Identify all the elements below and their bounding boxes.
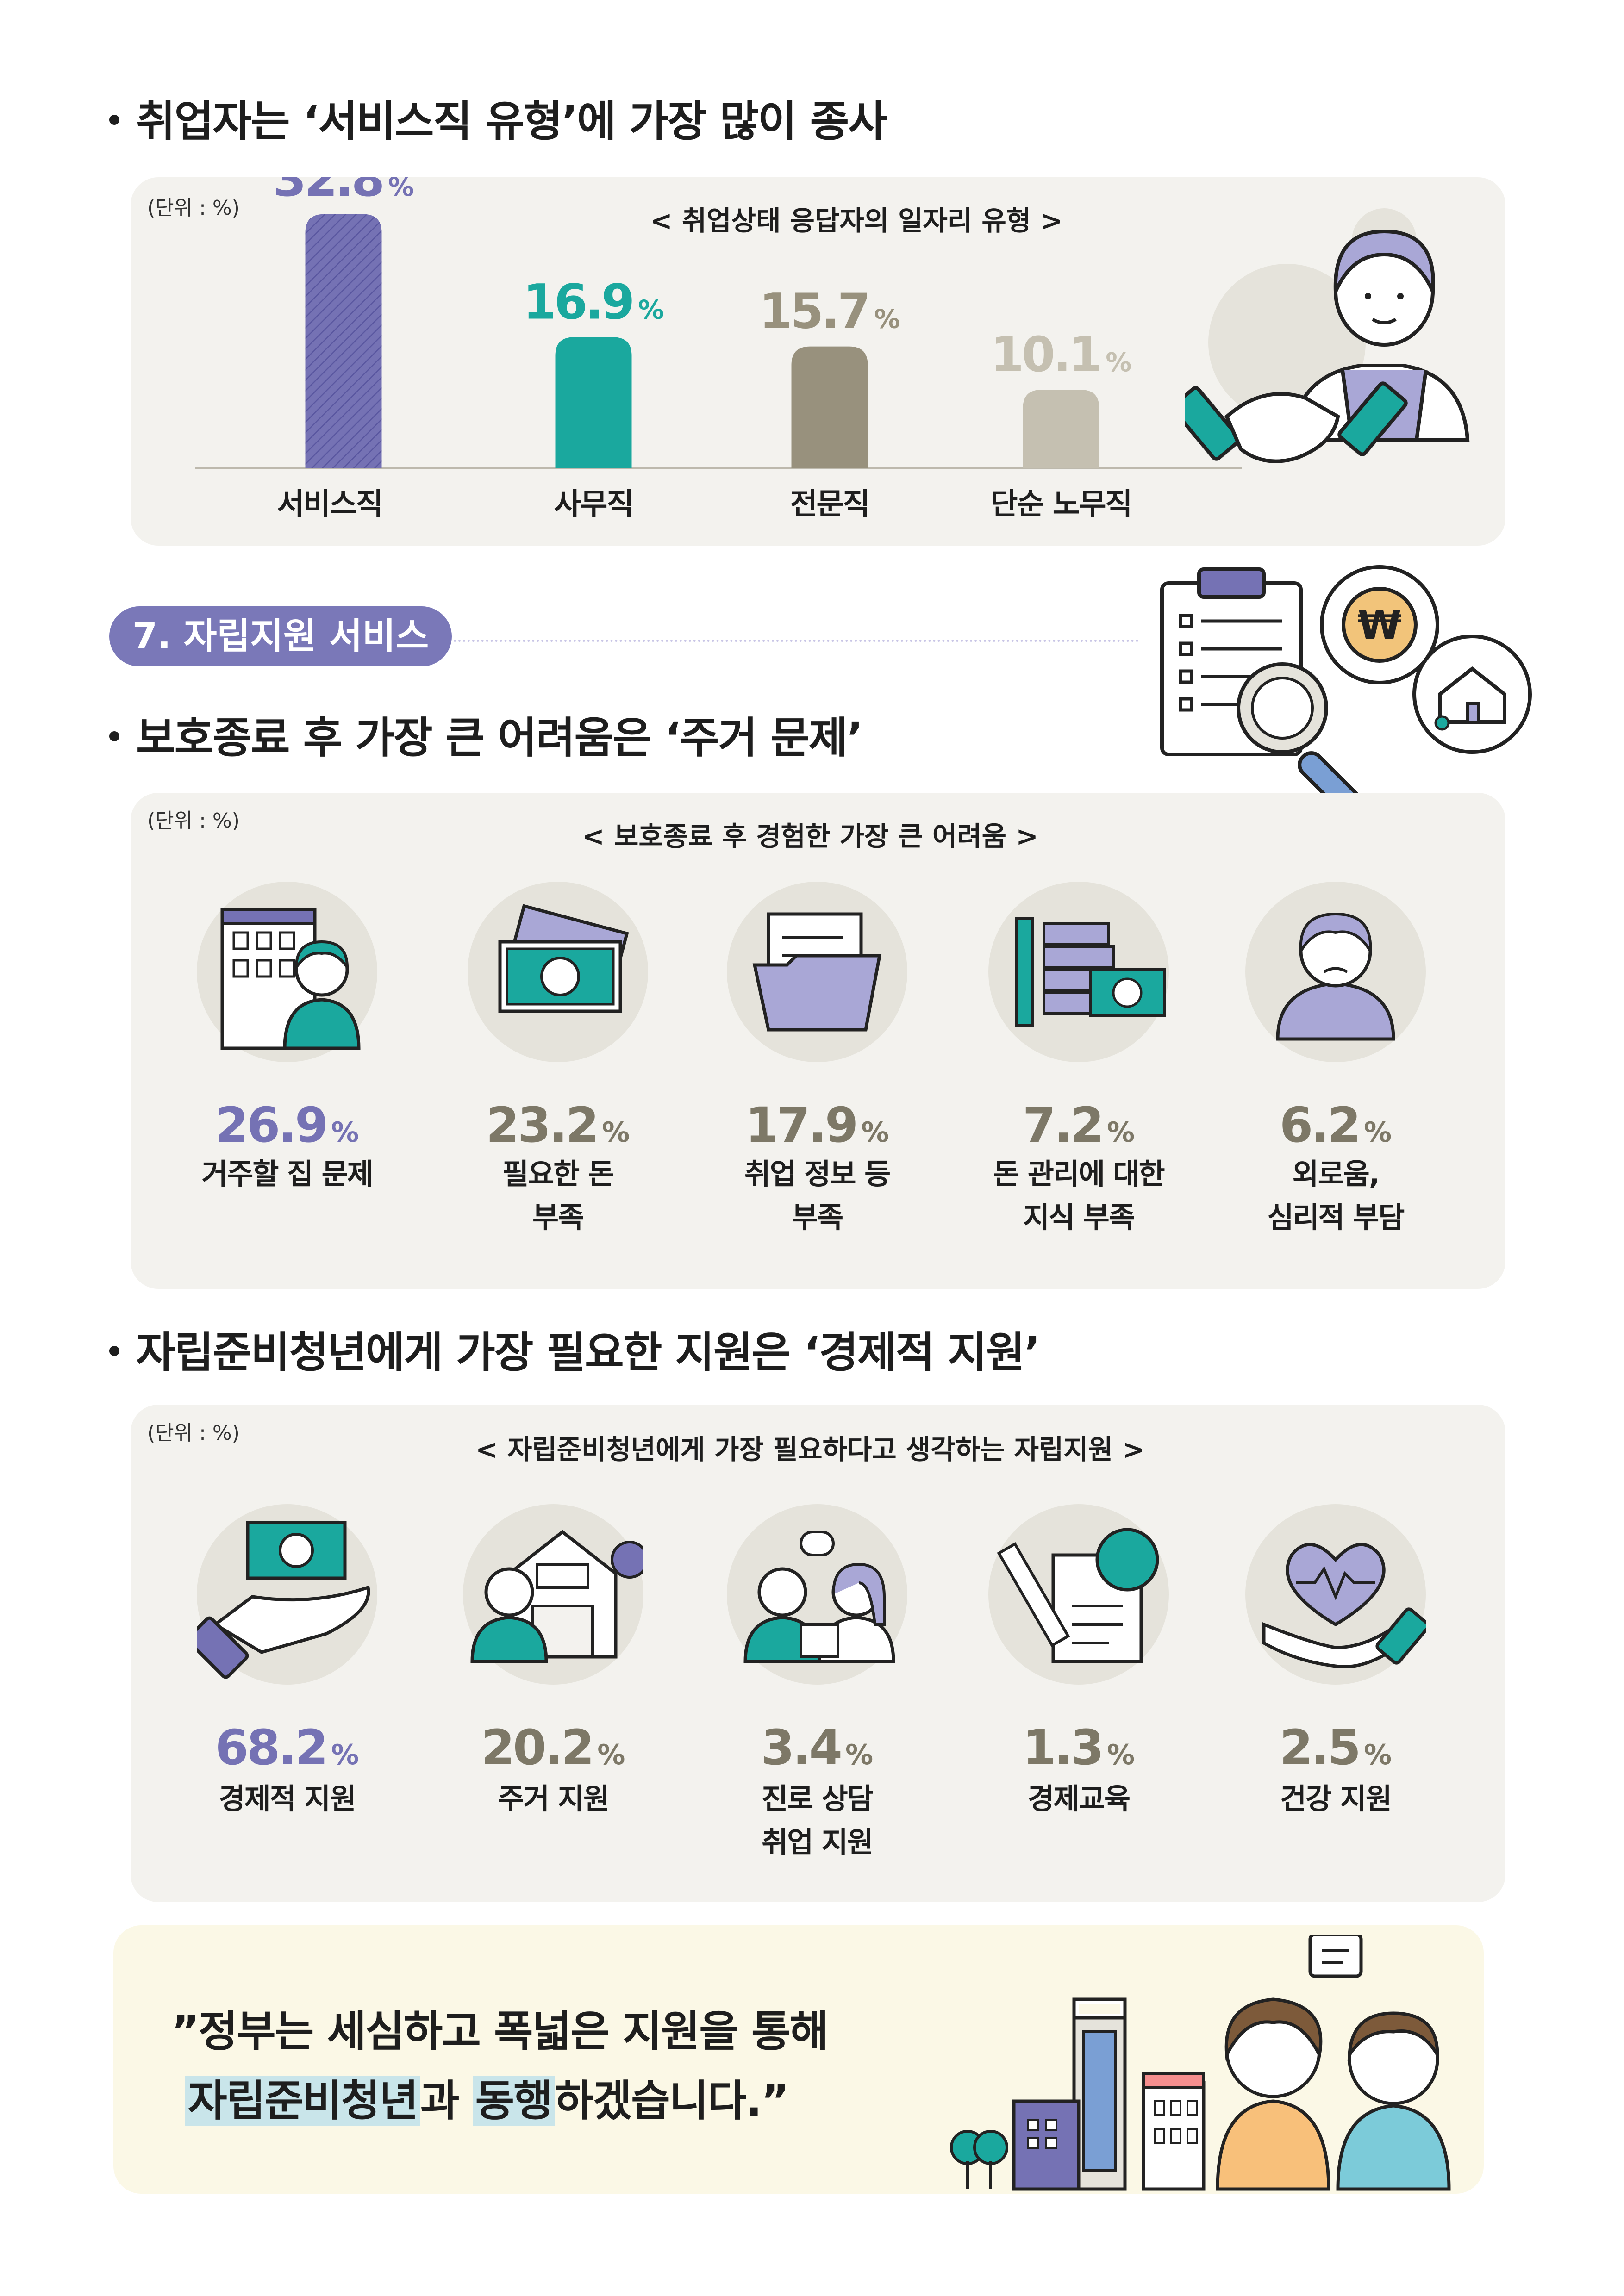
icon-circle	[463, 1504, 649, 1685]
bar-value-label: 16.9%	[523, 274, 664, 330]
stat-label: 거주할 집 문제	[201, 1157, 373, 1191]
money-bills-icon	[498, 904, 629, 1013]
icon-circle	[1245, 882, 1426, 1062]
folder-icon	[752, 912, 882, 1032]
stat-value: 26.9%	[215, 1097, 359, 1153]
stat-value: 2.5%	[1279, 1719, 1392, 1776]
job-type-bar-chart: 32.8 % 서비스직 16.9 % 사무직 15.7 % 전문직 10.1 % 단순 노무직	[195, 177, 1242, 522]
section2-heading: 보호종료 후 가장 큰 어려움은 ‘주거 문제’	[109, 703, 863, 765]
icon-circle	[468, 882, 648, 1062]
stat-label: 경제교육	[1027, 1782, 1131, 1816]
bar-value-label: 32.8%	[273, 177, 414, 207]
icon-circle	[988, 1504, 1169, 1685]
stat-value: 1.3%	[1022, 1719, 1135, 1776]
quote-highlight-accompany: 동행	[472, 2076, 555, 2126]
quote-line1: ”정부는 세심하고 폭넓은 지원을 통해	[171, 2007, 829, 2056]
section-pill: 7. 자립지원 서비스	[109, 606, 452, 666]
quote-line2: 자립준비청년과 동행하겠습니다.”	[185, 2069, 789, 2134]
stat-label: 외로움, 심리적 부담	[1267, 1157, 1405, 1234]
bar-3	[791, 346, 868, 468]
unit-label: (단위 : %)	[147, 196, 240, 220]
icon-circle	[727, 1504, 907, 1685]
icon-circle	[186, 1504, 377, 1685]
section1-heading-text: 취업자는 ‘서비스직 유형’에 가장 많이 종사	[136, 97, 887, 146]
section-divider	[454, 640, 1139, 642]
bullet-dot	[109, 1345, 119, 1356]
bar-4	[1023, 390, 1099, 468]
quote-end: 하겠습니다.”	[554, 2076, 789, 2126]
quote-highlight-youth: 자립준비청년	[185, 2076, 420, 2126]
chart-title: < 취업상태 응답자의 일자리 유형 >	[650, 205, 1063, 236]
stat-value: 3.4%	[761, 1719, 874, 1776]
bar-value-label: 15.7%	[759, 283, 900, 340]
stat-value: 17.9%	[745, 1097, 889, 1153]
bullet-dot	[109, 731, 119, 741]
building-person-icon	[220, 908, 361, 1050]
bullet-dot	[109, 114, 119, 125]
icon-circle	[988, 882, 1169, 1062]
unit-label: (단위 : %)	[147, 809, 240, 833]
quote-mid: 과	[420, 2076, 473, 2126]
bar-1	[305, 214, 382, 468]
counseling-icon	[743, 1531, 895, 1663]
stat-value: 20.2%	[481, 1719, 625, 1776]
pencil-coins-icon	[1015, 917, 1166, 1027]
unit-label: (단위 : %)	[147, 1421, 240, 1445]
stat-value: 23.2%	[486, 1097, 630, 1153]
bar-2	[555, 337, 632, 468]
icon-circle	[1245, 1504, 1430, 1685]
stat-value: 68.2%	[215, 1719, 359, 1776]
section1-heading: 취업자는 ‘서비스직 유형’에 가장 많이 종사	[109, 87, 887, 149]
bar-value-label: 10.1%	[991, 326, 1132, 383]
hand-heart-icon	[1262, 1543, 1430, 1668]
bar-category-label: 서비스직	[277, 487, 382, 522]
stat-label: 진로 상담 취업 지원	[762, 1782, 874, 1859]
stat-value: 6.2%	[1279, 1097, 1392, 1153]
bar-category-label: 전문직	[790, 487, 869, 522]
stat-label: 건강 지원	[1280, 1782, 1392, 1816]
stat-label: 필요한 돈 부족	[502, 1157, 614, 1234]
city-people-icon	[950, 1935, 1451, 2191]
stat-label: 돈 관리에 대한 지식 부족	[993, 1157, 1165, 1234]
house-person-icon	[470, 1530, 649, 1663]
icon-circle	[727, 882, 907, 1062]
chart-title: < 보호종료 후 경험한 가장 큰 어려움 >	[582, 821, 1038, 852]
handshake-worker-icon	[1185, 208, 1470, 463]
stat-label: 취업 정보 등 부족	[744, 1157, 891, 1234]
won-symbol: ₩	[1358, 602, 1402, 648]
clipboard-search-icon: ₩	[1160, 565, 1532, 818]
section3-heading-text: 자립준비청년에게 가장 필요한 지원은 ‘경제적 지원’	[136, 1328, 1040, 1377]
document-won-icon	[997, 1528, 1159, 1663]
chart-title: < 자립준비청년에게 가장 필요하다고 생각하는 자립지원 >	[475, 1434, 1145, 1465]
icon-circle	[197, 882, 377, 1062]
bar-category-label: 단순 노무직	[991, 487, 1132, 522]
bar-category-label: 사무직	[554, 487, 633, 522]
hand-money-icon	[186, 1521, 370, 1679]
section3-heading: 자립준비청년에게 가장 필요한 지원은 ‘경제적 지원’	[109, 1318, 1040, 1380]
sad-person-icon	[1276, 912, 1395, 1041]
section2-heading-text: 보호종료 후 가장 큰 어려움은 ‘주거 문제’	[136, 713, 863, 763]
stat-value: 7.2%	[1022, 1097, 1135, 1153]
stat-label: 경제적 지원	[219, 1782, 356, 1816]
stat-label: 주거 지원	[498, 1782, 610, 1816]
